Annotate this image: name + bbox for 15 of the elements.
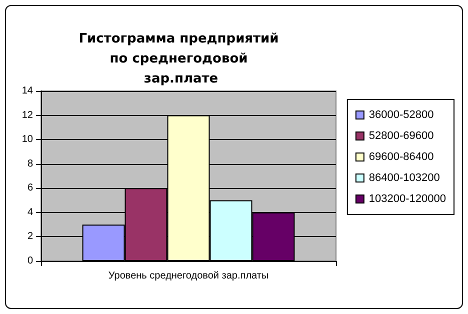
- y-tick-label: 0: [27, 256, 34, 266]
- chart-title: Гистограмма предприятий по среднегодовой зар.плате: [78, 32, 284, 86]
- y-tick-label: 2: [27, 231, 34, 242]
- y-tick-label: 8: [27, 158, 34, 170]
- y-tick-label: 6: [27, 182, 34, 194]
- x-tick-label: Уровень среднегодовой зар.платы: [108, 270, 269, 282]
- legend-label: 103200-120000: [368, 193, 446, 205]
- legend-label: 86400-103200: [368, 172, 440, 184]
- y-tick-label: 10: [22, 134, 34, 146]
- y-tick-label: 14: [22, 86, 34, 96]
- y-tick-label: 4: [27, 206, 34, 218]
- legend-label: 52800-69600: [368, 130, 434, 142]
- legend-label: 69600-86400: [368, 151, 434, 163]
- y-tick-label: 12: [22, 110, 34, 121]
- legend-label: 36000-52800: [368, 109, 434, 121]
